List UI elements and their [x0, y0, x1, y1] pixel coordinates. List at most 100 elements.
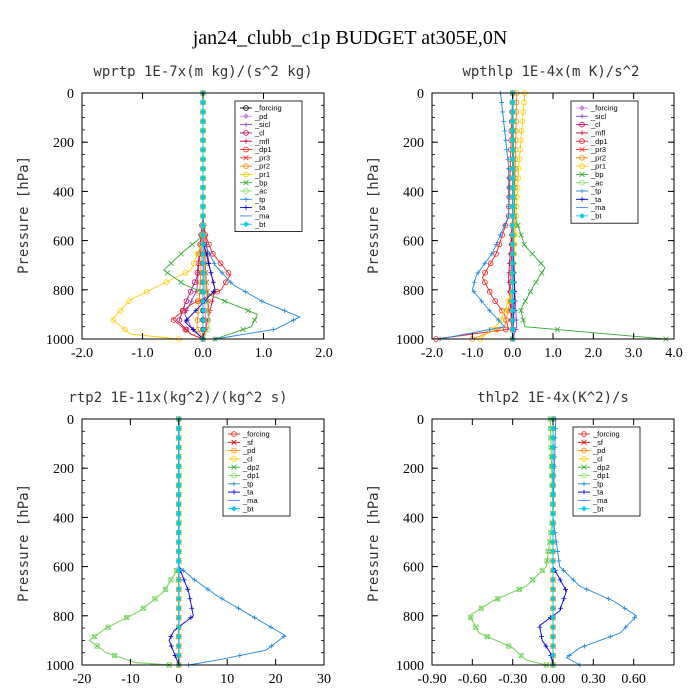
- legend-label: _bt: [592, 504, 604, 513]
- data-point: [495, 317, 501, 323]
- series-line: [88, 419, 180, 666]
- data-point: [240, 326, 246, 333]
- panel-title: rtp2 1E-11x(kg^2)/(kg^2 s): [68, 390, 287, 406]
- legend-label: _ma: [242, 496, 258, 505]
- data-point: [181, 577, 187, 583]
- data-point: [497, 232, 503, 238]
- data-point: [566, 653, 572, 658]
- legend-label: _tp: [242, 479, 253, 488]
- data-point: [200, 326, 206, 333]
- data-point: [509, 137, 516, 144]
- data-point: [175, 652, 182, 659]
- data-point: [188, 615, 194, 621]
- data-point: [235, 605, 241, 611]
- legend-entry: _pr2: [576, 153, 606, 162]
- legend-marker: [579, 171, 585, 178]
- data-point: [505, 643, 512, 649]
- x-tick-label: 0.0: [504, 346, 522, 361]
- legend-label: _pr3: [590, 145, 606, 154]
- data-point: [200, 241, 206, 248]
- data-point: [473, 624, 479, 630]
- legend-label: _cl: [590, 120, 601, 129]
- data-point: [194, 317, 201, 323]
- data-point: [509, 307, 516, 314]
- data-point: [200, 165, 206, 172]
- data-point: [178, 251, 184, 257]
- panel-title: thlp2 1E-4x(K^2)/s: [477, 390, 629, 406]
- data-point: [570, 577, 576, 583]
- data-point: [550, 444, 556, 451]
- legend-label: _ta: [590, 195, 602, 204]
- data-point: [509, 156, 516, 163]
- legend-marker: [581, 464, 587, 470]
- legend-entry: _pr1: [576, 162, 606, 171]
- data-point: [550, 577, 556, 583]
- x-tick-label: 3.0: [625, 346, 643, 361]
- y-tick-label: 600: [53, 561, 74, 576]
- series-dp2: [467, 416, 556, 668]
- data-point: [175, 444, 182, 451]
- legend-entry: _ac: [240, 187, 267, 196]
- legend-label: _pr1: [254, 170, 270, 179]
- data-point: [211, 260, 217, 266]
- data-point: [550, 454, 556, 460]
- data-point: [509, 184, 516, 191]
- data-point: [509, 298, 516, 304]
- x-tick-label: 2.0: [585, 346, 603, 361]
- legend-entry: _dp2: [578, 463, 610, 472]
- data-point: [509, 203, 516, 210]
- legend-entry: _dp1: [240, 145, 272, 154]
- data-point: [550, 520, 556, 526]
- data-point: [200, 288, 206, 295]
- data-point: [175, 633, 182, 640]
- data-point: [110, 317, 116, 323]
- data-point: [217, 260, 224, 267]
- legend-marker: [243, 221, 249, 228]
- data-point: [518, 128, 525, 134]
- data-point: [509, 128, 516, 134]
- data-point: [550, 558, 556, 564]
- data-point: [509, 260, 516, 267]
- legend-label: _dp1: [254, 145, 272, 154]
- data-point: [183, 298, 190, 304]
- data-point: [105, 624, 111, 630]
- data-point: [175, 463, 182, 470]
- data-point: [126, 298, 132, 304]
- legend-marker: [243, 155, 249, 161]
- data-point: [200, 99, 206, 106]
- panel-thlp2: thlp2 1E-4x(K^2)/s Pressure [hPa] 0 200 40…: [366, 390, 675, 687]
- data-point: [509, 109, 516, 115]
- series-tp: [437, 90, 512, 342]
- legend-label: _pd: [242, 446, 256, 455]
- data-point: [502, 223, 507, 228]
- x-tick-label: -1.0: [461, 346, 483, 361]
- legend-marker: [243, 146, 249, 153]
- data-point: [607, 634, 613, 640]
- data-point: [168, 577, 174, 583]
- data-point: [482, 269, 488, 276]
- x-tick-label: 0.00: [541, 672, 566, 687]
- data-point: [529, 577, 536, 583]
- data-point: [516, 156, 523, 163]
- y-tick-label: 800: [53, 610, 74, 625]
- legend-entry: _bp: [240, 178, 268, 187]
- data-point: [206, 260, 211, 266]
- data-point: [550, 633, 556, 640]
- data-point: [122, 326, 128, 333]
- legend-entry: _pd: [228, 446, 256, 455]
- x-tick-label: -10: [121, 672, 140, 687]
- data-point: [478, 605, 485, 612]
- legend-label: _pd: [592, 446, 606, 455]
- data-point: [518, 307, 524, 314]
- legend-marker: [579, 113, 585, 119]
- data-point: [91, 633, 98, 640]
- legend-marker: [581, 456, 587, 462]
- data-point: [550, 652, 556, 659]
- data-point: [550, 614, 556, 621]
- data-point: [200, 298, 206, 304]
- legend-label: _sf: [242, 438, 254, 447]
- panel-title: wprtp 1E-7x(m kg)/(s^2 kg): [93, 64, 312, 80]
- legend-marker: [579, 196, 585, 202]
- legend-label: _bt: [590, 212, 602, 221]
- data-point: [187, 288, 194, 295]
